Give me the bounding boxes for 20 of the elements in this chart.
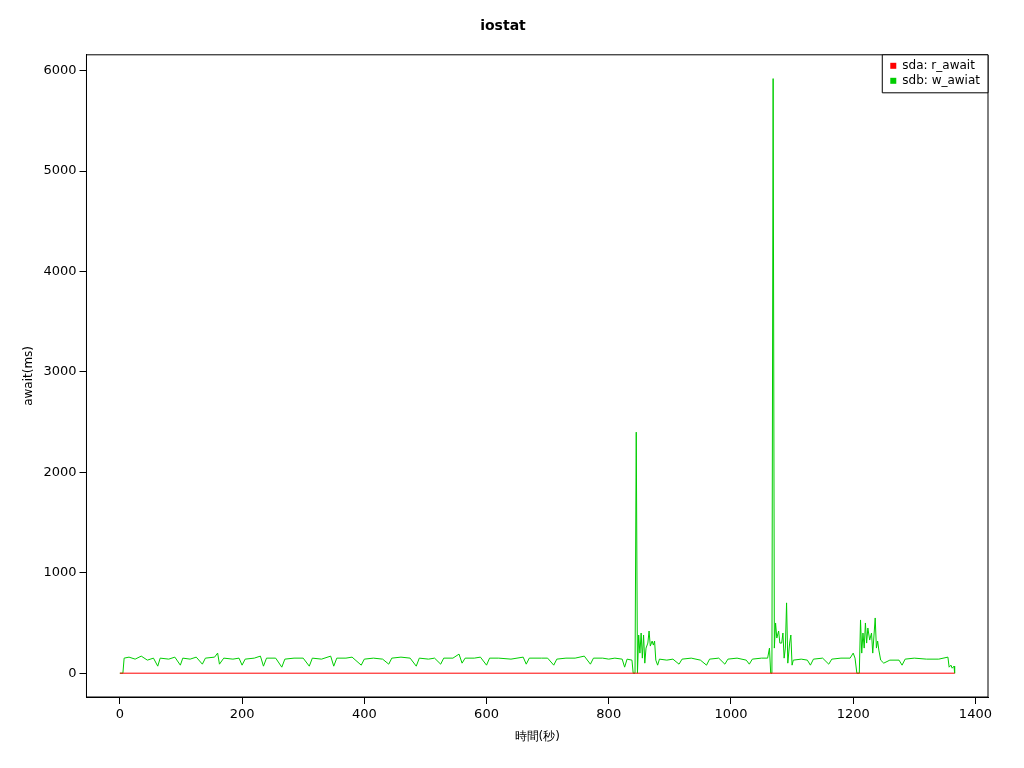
x-tick-label: 0: [115, 706, 124, 722]
x-tick-label: 1200: [836, 706, 870, 722]
x-tick-label: 800: [596, 706, 622, 722]
y-tick-label: 5000: [43, 162, 77, 178]
x-tick-label: 200: [229, 706, 255, 722]
y-tick-label: 2000: [43, 463, 77, 479]
y-tick-label: 1000: [43, 564, 77, 580]
x-tick-label: 400: [351, 706, 377, 722]
legend-label: sda: r_await: [902, 57, 976, 72]
y-tick-label: 6000: [43, 61, 77, 77]
y-axis-title: await(ms): [21, 345, 36, 406]
chart-title: iostat: [480, 17, 527, 34]
y-tick-label: 0: [68, 664, 77, 680]
y-tick-label: 3000: [43, 363, 77, 379]
x-tick-label: 1400: [958, 706, 992, 722]
x-tick-label: 600: [474, 706, 499, 722]
x-axis-title: 時間(秒): [514, 728, 560, 743]
legend-label: sdb: w_awiat: [902, 72, 981, 87]
x-tick-label: 1000: [714, 706, 748, 722]
y-tick-label: 4000: [43, 262, 77, 278]
